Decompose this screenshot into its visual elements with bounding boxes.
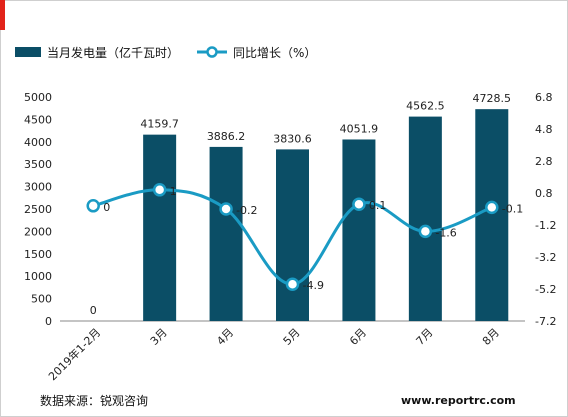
y-right-tick-label: -5.2 [535, 283, 556, 296]
bar-value-label: 3830.6 [273, 132, 312, 145]
growth-value-label: 0 [103, 201, 110, 214]
legend-swatch-bar [15, 47, 41, 57]
y-right-tick-label: 4.8 [535, 123, 553, 136]
bar-value-label: 4562.5 [406, 100, 445, 113]
growth-value-label: 1 [170, 185, 177, 198]
y-left-tick-label: 3000 [24, 181, 52, 194]
x-category-label: 8月 [480, 326, 502, 348]
bar-value-label: 4159.7 [140, 118, 179, 131]
y-left-tick-label: 500 [31, 293, 52, 306]
x-category-label: 6月 [347, 326, 369, 348]
plot-area: 5000450040003500300025002000150010005000… [24, 91, 556, 383]
growth-point [219, 202, 233, 216]
bar-value-label: 0 [90, 304, 97, 317]
growth-point [352, 197, 366, 211]
growth-value-label: -1.6 [435, 226, 456, 239]
growth-point [418, 224, 433, 239]
growth-point [152, 183, 167, 197]
y-left-tick-label: 1500 [24, 248, 52, 261]
legend-label-bar: 当月发电量（亿千瓦时） [47, 45, 179, 60]
y-left-tick-label: 0 [45, 315, 52, 328]
bar [276, 149, 309, 321]
growth-point [485, 200, 499, 215]
bar-value-label: 4051.9 [340, 122, 379, 135]
legend-label-line: 同比增长（%） [233, 46, 316, 60]
y-right-tick-label: -7.2 [535, 315, 556, 328]
bar-value-label: 4728.5 [473, 92, 512, 105]
y-right-tick-label: 6.8 [535, 91, 553, 104]
y-right-tick-label: -1.2 [535, 219, 556, 232]
growth-point [86, 199, 100, 213]
x-category-label: 5月 [281, 326, 303, 348]
y-left-tick-label: 2000 [24, 225, 52, 238]
x-category-label: 4月 [214, 326, 236, 348]
y-right-tick-label: 0.8 [535, 187, 553, 200]
growth-value-label: -0.1 [502, 202, 523, 215]
growth-point [285, 277, 300, 291]
bar [209, 146, 243, 321]
bar [143, 134, 177, 321]
y-left-tick-label: 5000 [24, 91, 52, 104]
source-note: 数据来源：锐观咨询 [40, 394, 149, 408]
y-right-tick-label: -3.2 [535, 251, 556, 264]
red-accent-bar [0, 0, 5, 30]
bar [475, 109, 509, 321]
y-left-tick-label: 2500 [24, 203, 52, 216]
x-category-label: 3月 [148, 326, 170, 348]
x-category-label: 7月 [414, 326, 436, 348]
y-left-tick-label: 1000 [24, 270, 52, 283]
growth-value-label: -4.9 [303, 279, 324, 292]
legend: 当月发电量（亿千瓦时） 同比增长（%） [15, 45, 316, 60]
y-left-tick-label: 4500 [24, 113, 52, 126]
growth-value-label: 0.1 [369, 199, 387, 212]
bar [342, 139, 376, 321]
website-label: www.reportrc.com [401, 394, 516, 407]
legend-marker [206, 46, 218, 58]
growth-value-label: -0.2 [236, 204, 257, 217]
y-left-tick-label: 3500 [24, 158, 52, 171]
bar-value-label: 3886.2 [207, 130, 246, 143]
y-left-tick-label: 4000 [24, 136, 52, 149]
x-category-label: 2019年1-2月 [45, 325, 103, 383]
bar [408, 116, 442, 321]
y-right-tick-label: 2.8 [535, 155, 553, 168]
